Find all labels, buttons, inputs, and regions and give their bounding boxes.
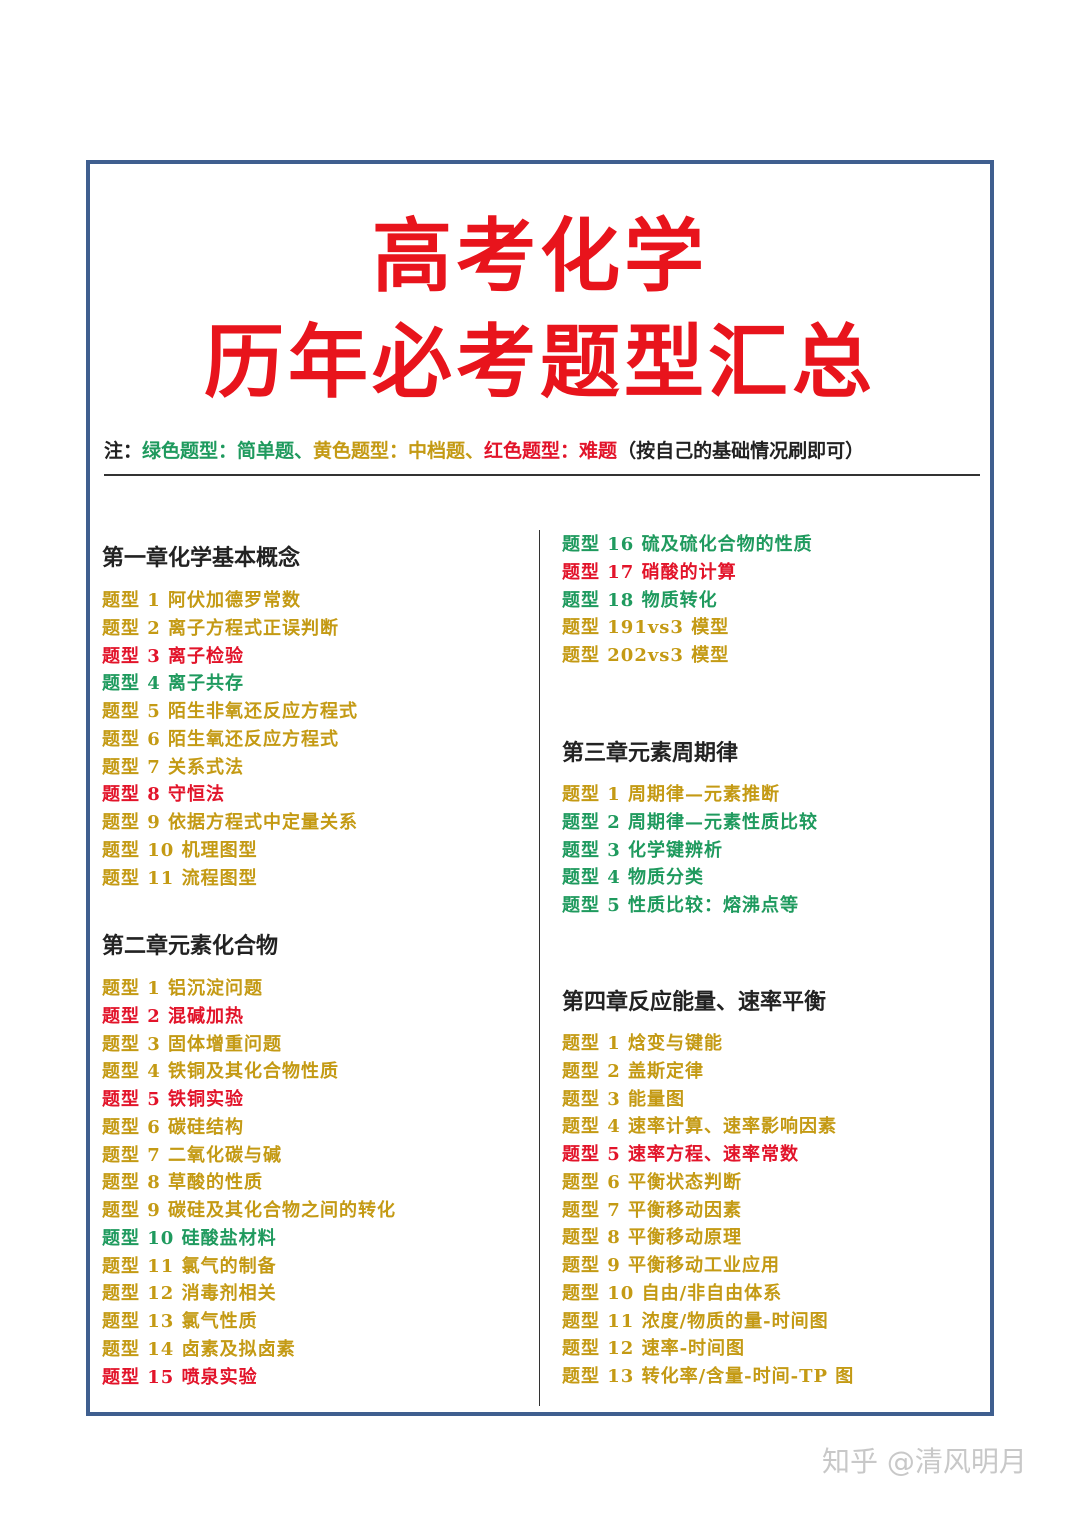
- question-type-item: 题型 3 能量图: [562, 1088, 686, 1110]
- question-type-item: 题型 3 固体增重问题: [102, 1033, 283, 1055]
- question-type-item: 题型 1 周期律—元素推断: [562, 784, 781, 805]
- chapter-title: 第四章反应能量、速率平衡: [562, 989, 827, 1015]
- question-type-item: 题型 6 碳硅结构: [102, 1116, 245, 1138]
- question-type-item: 题型 2 盖斯定律: [562, 1060, 705, 1082]
- horizontal-divider: [104, 474, 980, 476]
- question-type-item: 题型 9 平衡移动工业应用: [562, 1255, 781, 1276]
- question-type-item: 题型 202vs3 模型: [562, 645, 730, 666]
- note-suffix: （按自己的基础情况刷即可）: [617, 440, 865, 462]
- chapter-title: 第三章元素周期律: [562, 740, 739, 766]
- question-type-item: 题型 5 铁铜实验: [102, 1089, 245, 1110]
- page-title-line2: 历年必考题型汇总: [204, 316, 876, 409]
- document-frame: 高考化学 历年必考题型汇总 注：绿色题型：简单题、黄色题型：中档题、红色题型：难…: [86, 160, 994, 1416]
- question-type-item: 题型 3 化学键辨析: [562, 839, 724, 861]
- chapter-title: 第一章化学基本概念: [102, 545, 301, 571]
- question-type-item: 题型 18 物质转化: [562, 589, 718, 611]
- question-type-item: 题型 3 离子检验: [102, 645, 245, 667]
- question-type-item: 题型 15 喷泉实验: [102, 1366, 258, 1388]
- question-type-item: 题型 4 速率计算、速率影响因素: [562, 1116, 838, 1138]
- column-divider: [539, 530, 540, 1406]
- question-type-item: 题型 12 消毒剂相关: [102, 1283, 277, 1305]
- question-type-item: 题型 10 自由/非自由体系: [562, 1282, 783, 1304]
- question-type-item: 题型 6 平衡状态判断: [562, 1171, 743, 1193]
- page-title-line1: 高考化学: [372, 210, 708, 303]
- question-type-item: 题型 13 氯气性质: [102, 1311, 258, 1332]
- question-type-item: 题型 8 守恒法: [102, 784, 226, 806]
- question-type-item: 题型 5 陌生非氧还反应方程式: [102, 701, 359, 722]
- question-type-item: 题型 5 性质比较：熔沸点等: [562, 895, 800, 916]
- chapter-title: 第二章元素化合物: [102, 933, 279, 959]
- question-type-item: 题型 10 硅酸盐材料: [102, 1227, 277, 1249]
- question-type-item: 题型 4 铁铜及其化合物性质: [102, 1061, 340, 1083]
- question-type-item: 题型 16 硫及硫化合物的性质: [562, 534, 813, 555]
- question-type-item: 题型 11 氯气的制备: [102, 1255, 277, 1277]
- note-green: 绿色题型：简单题、: [142, 440, 314, 462]
- question-type-item: 题型 14 卤素及拟卤素: [102, 1338, 296, 1360]
- question-type-item: 题型 9 碳硅及其化合物之间的转化: [102, 1200, 397, 1221]
- note-red: 红色题型：难题: [484, 440, 618, 462]
- question-type-item: 题型 1 焓变与键能: [562, 1033, 724, 1054]
- question-type-item: 题型 1 阿伏加德罗常数: [102, 590, 302, 611]
- question-type-item: 题型 9 依据方程式中定量关系: [102, 812, 359, 833]
- question-type-item: 题型 6 陌生氧还反应方程式: [102, 728, 340, 750]
- question-type-item: 题型 5 速率方程、速率常数: [562, 1144, 800, 1165]
- question-type-item: 题型 8 草酸的性质: [102, 1172, 264, 1194]
- difficulty-note: 注：绿色题型：简单题、黄色题型：中档题、红色题型：难题（按自己的基础情况刷即可）: [104, 436, 864, 463]
- note-yellow: 黄色题型：中档题、: [313, 440, 485, 462]
- question-type-item: 题型 17 硝酸的计算: [562, 561, 737, 583]
- question-type-item: 题型 4 离子共存: [102, 673, 245, 695]
- question-type-item: 题型 2 离子方程式正误判断: [102, 617, 340, 639]
- question-type-item: 题型 11 流程图型: [102, 867, 258, 889]
- question-type-item: 题型 8 平衡移动原理: [562, 1227, 743, 1249]
- question-type-item: 题型 1 铝沉淀问题: [102, 978, 264, 999]
- question-type-item: 题型 2 周期律—元素性质比较: [562, 811, 819, 833]
- question-type-item: 题型 191vs3 模型: [562, 617, 730, 639]
- question-type-item: 题型 12 速率-时间图: [562, 1338, 746, 1360]
- question-type-item: 题型 11 浓度/物质的量-时间图: [562, 1310, 829, 1332]
- watermark: 知乎 @清风明月: [822, 1445, 1027, 1478]
- question-type-item: 题型 10 机理图型: [102, 839, 258, 861]
- question-type-item: 题型 7 二氧化碳与碱: [102, 1144, 283, 1166]
- question-type-item: 题型 2 混碱加热: [102, 1005, 245, 1027]
- question-type-item: 题型 7 平衡移动因素: [562, 1199, 743, 1221]
- question-type-item: 题型 7 关系式法: [102, 756, 245, 778]
- question-type-item: 题型 4 物质分类: [562, 867, 705, 889]
- question-type-item: 题型 13 转化率/含量-时间-TP 图: [562, 1366, 855, 1387]
- note-prefix: 注：: [104, 440, 143, 462]
